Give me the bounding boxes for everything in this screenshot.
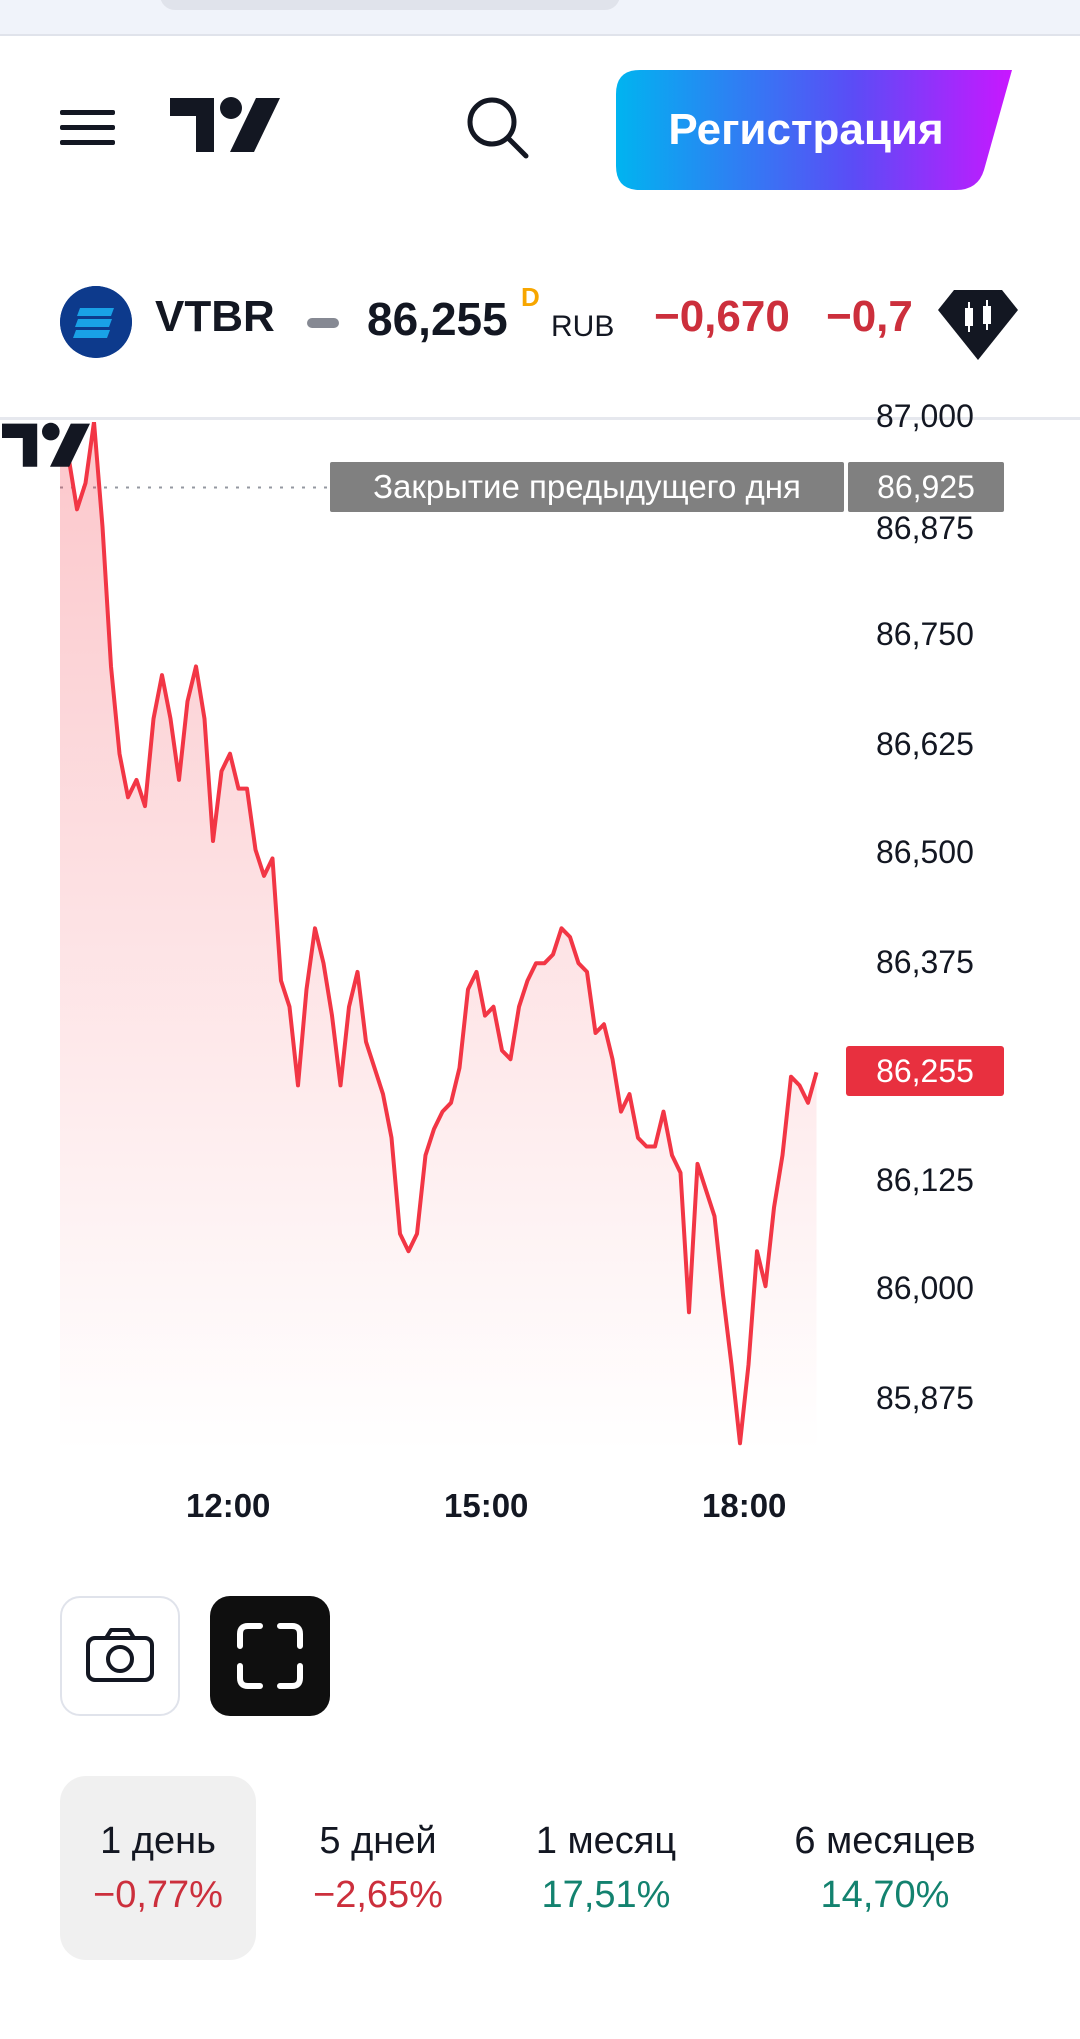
- y-tick-label: 86,750: [876, 616, 974, 652]
- tradingview-watermark-icon: [2, 422, 90, 467]
- y-tick-label: 87,000: [876, 398, 974, 434]
- y-tick-label: 86,375: [876, 944, 974, 980]
- period-change: 14,70%: [820, 1874, 950, 1916]
- period-label: 6 месяцев: [794, 1820, 976, 1862]
- symbol-ticker[interactable]: VTBR: [155, 292, 275, 341]
- y-tick-label: 86,500: [876, 834, 974, 870]
- y-tick-label: 85,875: [876, 1380, 974, 1416]
- x-tick-label: 15:00: [444, 1487, 529, 1524]
- prev-close-label: Закрытие предыдущего дня: [330, 462, 844, 512]
- delay-mark: D: [521, 282, 540, 312]
- fullscreen-icon: [237, 1623, 303, 1689]
- address-bar-pill[interactable]: [160, 0, 620, 10]
- signup-button-background: [616, 70, 1012, 190]
- price-chart[interactable]: Закрытие предыдущего дня 86,925 87,000 8…: [0, 398, 1080, 1542]
- symbol-header: VTBR 86,255 D RUB −0,670 −0,7: [0, 270, 1080, 420]
- period-change: −0,77%: [93, 1874, 223, 1916]
- fullscreen-button[interactable]: [210, 1596, 330, 1716]
- signup-button[interactable]: Регистрация: [616, 70, 1012, 190]
- signup-button-label: Регистрация: [668, 105, 944, 154]
- period-change: −2,65%: [313, 1874, 443, 1916]
- period-label: 5 дней: [319, 1820, 437, 1862]
- symbol-currency: RUB: [551, 310, 615, 343]
- camera-icon: [86, 1628, 154, 1682]
- period-label: 1 день: [100, 1820, 216, 1862]
- period-1-day[interactable]: 1 день −0,77%: [60, 1776, 256, 1960]
- top-strip: [0, 0, 1080, 36]
- prev-close-value: 86,925: [848, 462, 1004, 512]
- last-price-badge: 86,255: [846, 1046, 1004, 1096]
- price-area-fill: [60, 422, 817, 1452]
- symbol-price: 86,255: [367, 293, 508, 345]
- period-6-months[interactable]: 6 месяцев 14,70%: [750, 1776, 1020, 1960]
- tradingview-logo-icon[interactable]: [170, 96, 280, 156]
- symbol-change-percent: −0,7: [826, 292, 913, 341]
- price-line: [60, 422, 819, 1446]
- y-tick-label: 86,625: [876, 726, 974, 762]
- y-tick-label: 86,875: [876, 510, 974, 546]
- x-tick-label: 12:00: [186, 1487, 271, 1524]
- x-tick-label: 18:00: [702, 1487, 787, 1524]
- chart-canvas[interactable]: [0, 422, 1080, 1542]
- period-5-days[interactable]: 5 дней −2,65%: [280, 1776, 476, 1960]
- market-status-dash-icon: [307, 318, 339, 328]
- period-performance-row: 1 день −0,77% 5 дней −2,65% 1 месяц 17,5…: [60, 1776, 1040, 1960]
- period-label: 1 месяц: [535, 1820, 677, 1862]
- vtb-bank-logo-icon[interactable]: [60, 286, 132, 358]
- y-tick-label: 86,000: [876, 1270, 974, 1306]
- period-change: 17,51%: [541, 1874, 671, 1916]
- candlestick-icon[interactable]: [938, 284, 1018, 364]
- search-icon[interactable]: [462, 92, 532, 162]
- snapshot-button[interactable]: [60, 1596, 180, 1716]
- symbol-change: −0,670: [654, 292, 790, 341]
- hamburger-menu-icon[interactable]: [60, 106, 116, 150]
- y-tick-label: 86,125: [876, 1162, 974, 1198]
- period-1-month[interactable]: 1 месяц 17,51%: [498, 1776, 714, 1960]
